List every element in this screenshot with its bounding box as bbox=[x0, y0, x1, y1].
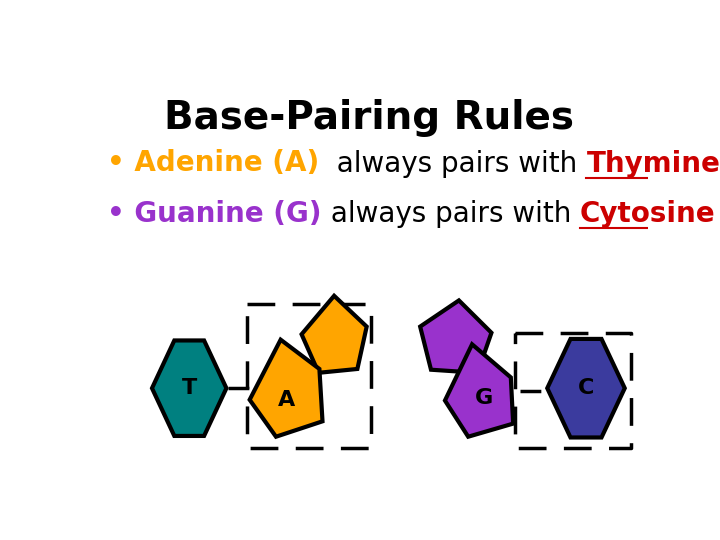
Polygon shape bbox=[445, 345, 513, 437]
Text: • Adenine (A): • Adenine (A) bbox=[107, 150, 319, 178]
Polygon shape bbox=[547, 339, 625, 437]
Text: always pairs with: always pairs with bbox=[322, 200, 580, 227]
Text: G: G bbox=[474, 388, 492, 408]
Text: T: T bbox=[181, 378, 197, 398]
Text: always pairs with: always pairs with bbox=[319, 150, 586, 178]
Text: Base-Pairing Rules: Base-Pairing Rules bbox=[164, 99, 574, 138]
Polygon shape bbox=[152, 340, 226, 436]
Polygon shape bbox=[250, 340, 323, 437]
Text: • Guanine (G): • Guanine (G) bbox=[107, 200, 322, 227]
Text: C: C bbox=[578, 378, 594, 398]
Polygon shape bbox=[420, 300, 492, 373]
Text: Cytosine: Cytosine bbox=[580, 200, 716, 227]
Text: Thymine: Thymine bbox=[586, 150, 720, 178]
Text: A: A bbox=[277, 390, 294, 410]
Text: (C): (C) bbox=[716, 200, 720, 227]
Polygon shape bbox=[302, 296, 366, 373]
